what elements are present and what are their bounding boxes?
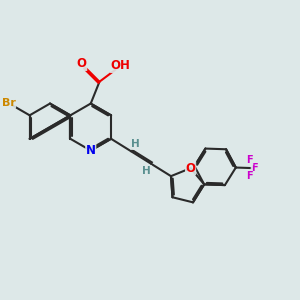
- Text: F: F: [246, 171, 252, 181]
- Text: N: N: [86, 144, 96, 157]
- Text: O: O: [186, 162, 196, 175]
- Text: F: F: [246, 155, 253, 165]
- Text: H: H: [131, 140, 140, 149]
- Text: OH: OH: [111, 59, 130, 72]
- Text: O: O: [77, 57, 87, 70]
- Text: H: H: [142, 166, 151, 176]
- Text: F: F: [251, 163, 258, 173]
- Text: Br: Br: [2, 98, 16, 108]
